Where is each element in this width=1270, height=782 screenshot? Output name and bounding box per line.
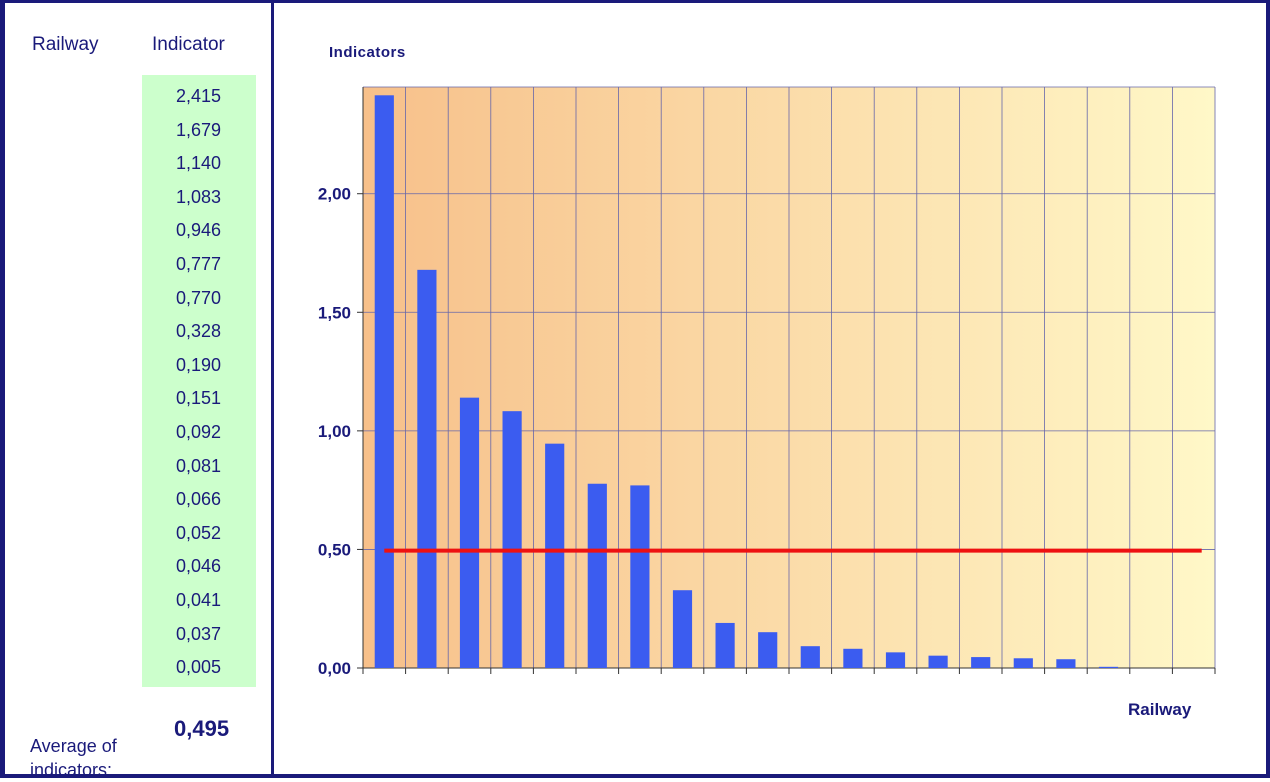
indicator-value: 0,946 [176, 220, 222, 241]
bar [545, 443, 565, 668]
indicator-value: 0,081 [176, 455, 222, 476]
indicator-value: 0,005 [176, 657, 222, 678]
y-tick-label: 0,50 [318, 540, 351, 559]
bar [459, 397, 480, 668]
indicator-value: 0,041 [176, 590, 222, 610]
indicator-value: 2,415 [176, 86, 222, 106]
bar [502, 411, 522, 668]
indicator-value: 0,190 [176, 354, 222, 375]
frame-divider [271, 0, 274, 778]
indicator-value: 1,679 [176, 119, 222, 140]
bar [1098, 666, 1119, 668]
x-axis-label: Railway [1128, 700, 1192, 719]
indicator-column [142, 75, 256, 687]
bar [928, 655, 948, 668]
bar [758, 632, 778, 668]
bar [843, 648, 863, 668]
bar [672, 590, 693, 668]
bar [885, 652, 906, 668]
bar [1056, 659, 1076, 668]
y-tick-label: 2,00 [318, 185, 351, 204]
bar [1013, 658, 1033, 668]
bar [800, 646, 820, 668]
bar-chart: 0,00 0,50 1,00 1,50 2,00 [318, 86, 1216, 678]
bar [715, 622, 735, 668]
bar [374, 95, 394, 669]
indicator-value: 0,092 [176, 422, 222, 442]
indicator-value: 1,140 [176, 153, 222, 174]
y-tick-label: 1,50 [318, 303, 351, 322]
frame-right [1266, 0, 1270, 778]
bar [630, 485, 650, 668]
indicator-value: 0,052 [176, 522, 222, 543]
average-value: 0,495 [174, 716, 230, 741]
indicator-value: 0,066 [176, 489, 222, 510]
indicator-value: 0,046 [176, 556, 222, 577]
y-tick-label: 1,00 [318, 422, 351, 441]
indicator-value: 0,037 [176, 623, 222, 644]
frame-top [0, 0, 1270, 3]
indicator-value: 0,777 [176, 254, 222, 274]
indicator-value: 0,770 [176, 287, 222, 308]
frame-bottom [0, 774, 1270, 778]
bar [971, 657, 991, 668]
y-tick-label: 0,00 [318, 659, 351, 678]
bar [587, 483, 607, 668]
indicator-value: 1,083 [176, 186, 222, 207]
frame-left [0, 0, 5, 778]
bar [417, 269, 437, 668]
indicator-value: 0,151 [176, 388, 222, 409]
average-label: Average of indicators: [30, 736, 117, 780]
indicator-value: 0,328 [176, 321, 222, 342]
chart-title: Indicators [329, 44, 406, 61]
indicator-column-header: Indicator [152, 34, 225, 55]
railway-column-header: Railway [32, 34, 99, 55]
